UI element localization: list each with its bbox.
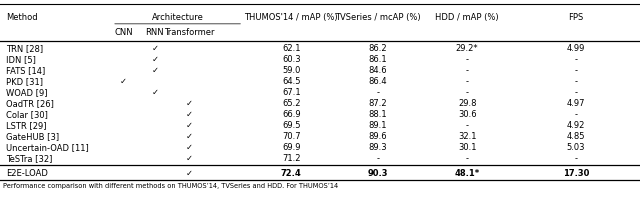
Text: 89.3: 89.3 — [368, 143, 387, 152]
Text: 89.6: 89.6 — [368, 132, 387, 141]
Text: OadTR [26]: OadTR [26] — [6, 99, 54, 108]
Text: 4.99: 4.99 — [567, 44, 585, 53]
Text: 89.1: 89.1 — [369, 121, 387, 130]
Text: -: - — [575, 77, 577, 86]
Text: HDD / mAP (%): HDD / mAP (%) — [435, 13, 499, 22]
Text: ✓: ✓ — [152, 88, 158, 97]
Text: ✓: ✓ — [186, 169, 192, 177]
Text: 65.2: 65.2 — [282, 99, 300, 108]
Text: ✓: ✓ — [186, 154, 192, 163]
Text: -: - — [575, 66, 577, 75]
Text: THUMOS'14 / mAP (%): THUMOS'14 / mAP (%) — [244, 13, 338, 22]
Text: 87.2: 87.2 — [368, 99, 387, 108]
Text: RNN: RNN — [145, 28, 164, 37]
Text: Colar [30]: Colar [30] — [6, 110, 48, 119]
Text: 88.1: 88.1 — [368, 110, 387, 119]
Text: TVSeries / mcAP (%): TVSeries / mcAP (%) — [335, 13, 420, 22]
Text: 67.1: 67.1 — [282, 88, 301, 97]
Text: 4.85: 4.85 — [567, 132, 585, 141]
Text: 70.7: 70.7 — [282, 132, 301, 141]
Text: 59.0: 59.0 — [282, 66, 300, 75]
Text: IDN [5]: IDN [5] — [6, 55, 36, 64]
Text: 30.1: 30.1 — [458, 143, 476, 152]
Text: PKD [31]: PKD [31] — [6, 77, 44, 86]
Text: 69.5: 69.5 — [282, 121, 300, 130]
Text: 62.1: 62.1 — [282, 44, 300, 53]
Text: 84.6: 84.6 — [368, 66, 387, 75]
Text: Transformer: Transformer — [164, 28, 214, 37]
Text: LSTR [29]: LSTR [29] — [6, 121, 47, 130]
Text: ✓: ✓ — [186, 143, 192, 152]
Text: Method: Method — [6, 13, 38, 22]
Text: ✓: ✓ — [186, 110, 192, 119]
Text: Architecture: Architecture — [152, 13, 204, 22]
Text: CNN: CNN — [114, 28, 133, 37]
Text: 72.4: 72.4 — [281, 169, 301, 177]
Text: 60.3: 60.3 — [282, 55, 301, 64]
Text: 48.1*: 48.1* — [454, 169, 480, 177]
Text: -: - — [466, 121, 468, 130]
Text: ✓: ✓ — [152, 66, 158, 75]
Text: ✓: ✓ — [186, 132, 192, 141]
Text: -: - — [466, 88, 468, 97]
Text: TeSTra [32]: TeSTra [32] — [6, 154, 52, 163]
Text: -: - — [466, 66, 468, 75]
Text: 86.2: 86.2 — [368, 44, 387, 53]
Text: -: - — [575, 154, 577, 163]
Text: ✓: ✓ — [152, 44, 158, 53]
Text: 66.9: 66.9 — [282, 110, 301, 119]
Text: 4.97: 4.97 — [567, 99, 585, 108]
Text: 17.30: 17.30 — [563, 169, 589, 177]
Text: FATS [14]: FATS [14] — [6, 66, 45, 75]
Text: 4.92: 4.92 — [567, 121, 585, 130]
Text: -: - — [575, 110, 577, 119]
Text: -: - — [466, 55, 468, 64]
Text: -: - — [575, 88, 577, 97]
Text: Performance comparison with different methods on THUMOS’14, TVSeries and HDD. Fo: Performance comparison with different me… — [3, 183, 339, 189]
Text: ✓: ✓ — [152, 55, 158, 64]
Text: FPS: FPS — [568, 13, 584, 22]
Text: 30.6: 30.6 — [458, 110, 477, 119]
Text: TRN [28]: TRN [28] — [6, 44, 44, 53]
Text: -: - — [376, 154, 379, 163]
Text: WOAD [9]: WOAD [9] — [6, 88, 48, 97]
Text: 32.1: 32.1 — [458, 132, 476, 141]
Text: 90.3: 90.3 — [367, 169, 388, 177]
Text: 64.5: 64.5 — [282, 77, 300, 86]
Text: 5.03: 5.03 — [567, 143, 585, 152]
Text: 29.8: 29.8 — [458, 99, 476, 108]
Text: 29.2*: 29.2* — [456, 44, 479, 53]
Text: 86.4: 86.4 — [368, 77, 387, 86]
Text: -: - — [376, 88, 379, 97]
Text: Uncertain-OAD [11]: Uncertain-OAD [11] — [6, 143, 89, 152]
Text: ✓: ✓ — [186, 99, 192, 108]
Text: ✓: ✓ — [186, 121, 192, 130]
Text: 69.9: 69.9 — [282, 143, 300, 152]
Text: -: - — [466, 77, 468, 86]
Text: GateHUB [3]: GateHUB [3] — [6, 132, 60, 141]
Text: -: - — [575, 55, 577, 64]
Text: ✓: ✓ — [120, 77, 127, 86]
Text: -: - — [466, 154, 468, 163]
Text: 86.1: 86.1 — [368, 55, 387, 64]
Text: E2E-LOAD: E2E-LOAD — [6, 169, 48, 177]
Text: 71.2: 71.2 — [282, 154, 300, 163]
